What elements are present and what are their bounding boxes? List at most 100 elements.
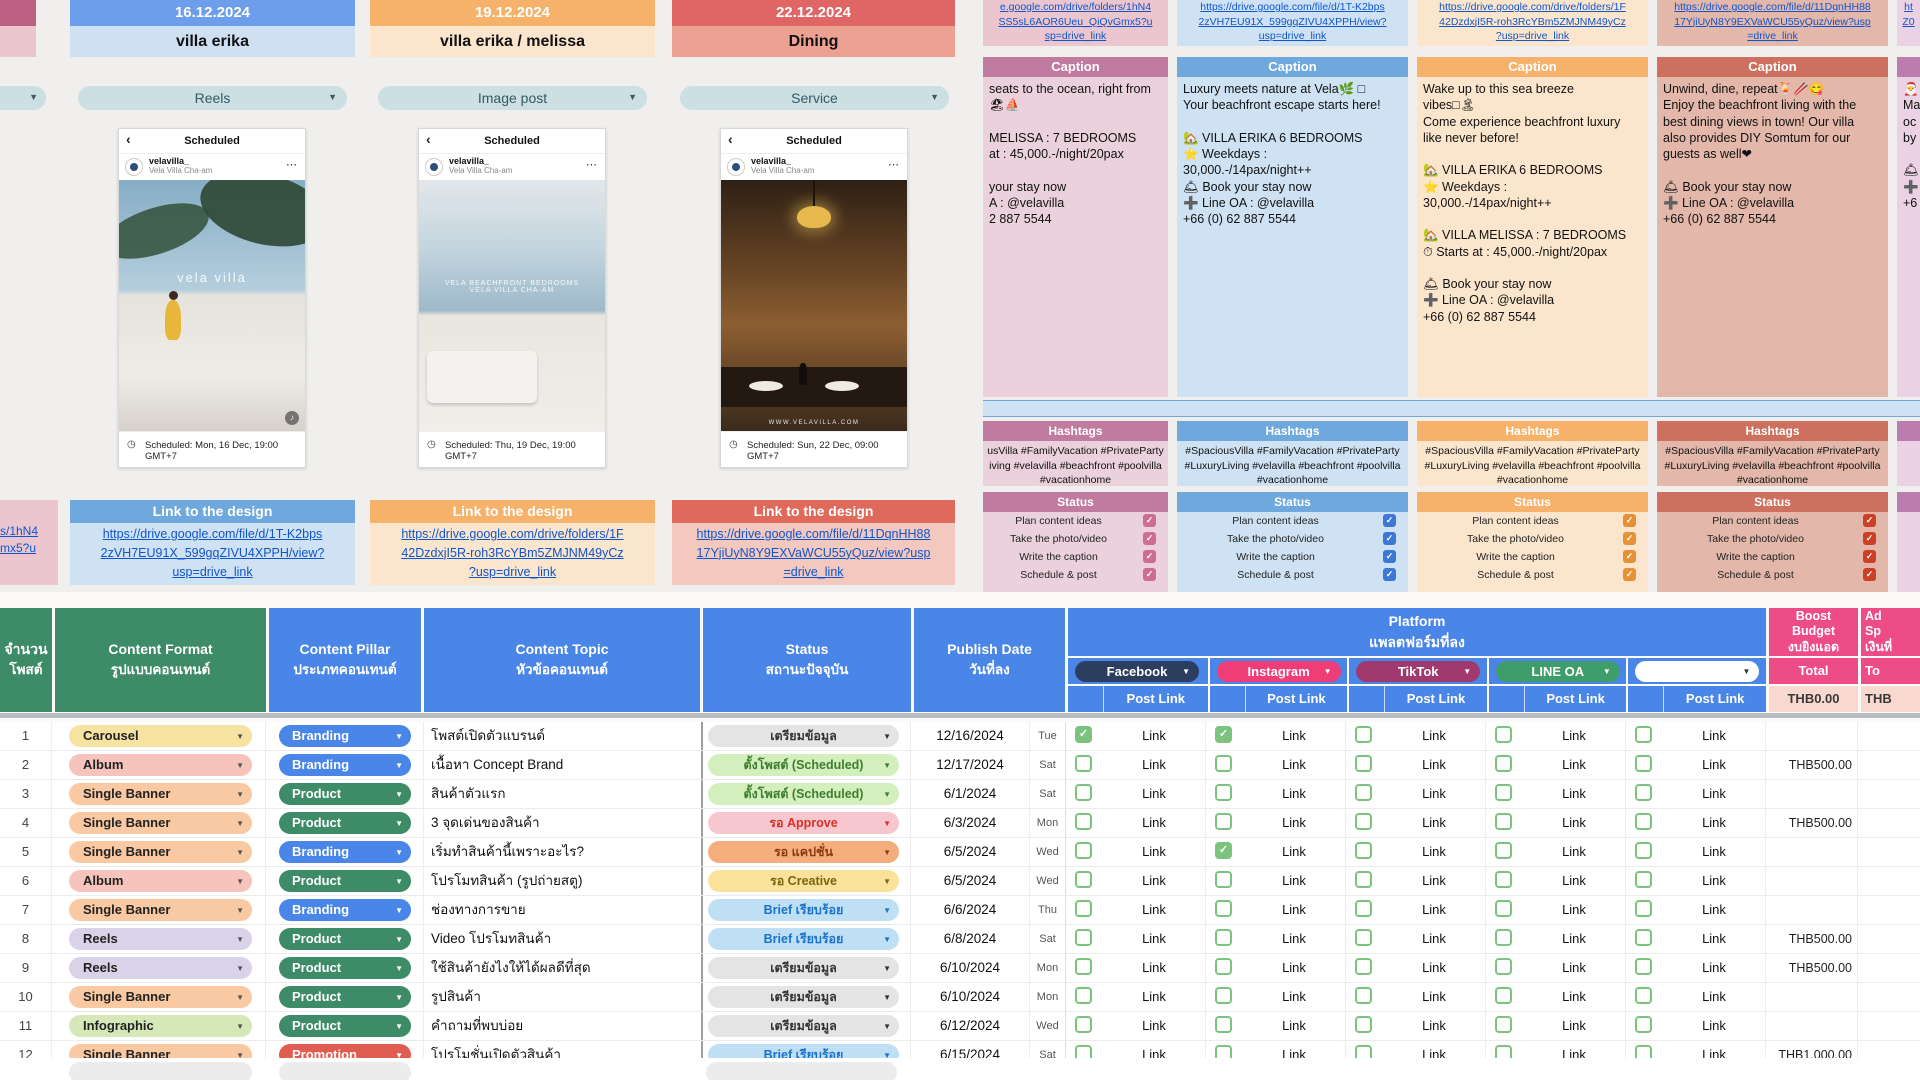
- post-preview-card[interactable]: ‹ Scheduled velavilla_ Vela Villa Cha-am…: [418, 128, 606, 468]
- tiktok-checkbox[interactable]: ✓: [1355, 929, 1372, 946]
- content-pillar-dropdown[interactable]: Branding ▼: [279, 754, 411, 776]
- line-oa-post-link[interactable]: Link: [1562, 931, 1586, 946]
- tiktok-post-link[interactable]: Link: [1422, 786, 1446, 801]
- checkbox-checked[interactable]: ✓: [1143, 532, 1156, 545]
- facebook-checkbox[interactable]: ✓: [1075, 813, 1092, 830]
- status-dropdown[interactable]: เตรียมข้อมูล ▼: [708, 725, 899, 747]
- more-icon[interactable]: ⋯: [586, 159, 598, 171]
- instagram-checkbox[interactable]: ✓: [1215, 784, 1232, 801]
- facebook-checkbox[interactable]: ✓: [1075, 929, 1092, 946]
- other-platform-checkbox[interactable]: ✓: [1635, 871, 1652, 888]
- status-dropdown[interactable]: Brief เรียบร้อย ▼: [708, 928, 899, 950]
- checkbox-checked[interactable]: ✓: [1863, 568, 1876, 581]
- back-icon[interactable]: ‹: [426, 131, 431, 147]
- line-oa-post-link[interactable]: Link: [1562, 844, 1586, 859]
- content-format-dropdown[interactable]: Album ▼: [69, 754, 252, 776]
- status-dropdown[interactable]: รอ Creative ▼: [708, 870, 899, 892]
- other-post-link[interactable]: Link: [1702, 728, 1726, 743]
- content-format-dropdown[interactable]: Reels ▼: [69, 957, 252, 979]
- audio-icon[interactable]: ♪: [285, 411, 299, 425]
- more-icon[interactable]: ⋯: [888, 159, 900, 171]
- facebook-post-link[interactable]: Link: [1142, 815, 1166, 830]
- status-dropdown[interactable]: เตรียมข้อมูล ▼: [708, 957, 899, 979]
- status-dropdown[interactable]: รอ แคปชั่น ▼: [708, 841, 899, 863]
- content-format-dropdown[interactable]: Reels ▼: [78, 86, 347, 110]
- platform-dropdown[interactable]: ▼: [1635, 661, 1760, 682]
- instagram-checkbox[interactable]: ✓: [1215, 871, 1232, 888]
- facebook-checkbox[interactable]: ✓: [1075, 784, 1092, 801]
- line-oa-checkbox[interactable]: ✓: [1495, 755, 1512, 772]
- tiktok-checkbox[interactable]: ✓: [1355, 813, 1372, 830]
- facebook-checkbox[interactable]: ✓: [1075, 871, 1092, 888]
- facebook-post-link[interactable]: Link: [1142, 931, 1166, 946]
- other-post-link[interactable]: Link: [1702, 902, 1726, 917]
- line-oa-post-link[interactable]: Link: [1562, 786, 1586, 801]
- facebook-post-link[interactable]: Link: [1142, 786, 1166, 801]
- tiktok-checkbox[interactable]: ✓: [1355, 726, 1372, 743]
- line-oa-post-link[interactable]: Link: [1562, 1018, 1586, 1033]
- tiktok-post-link[interactable]: Link: [1422, 1018, 1446, 1033]
- other-platform-checkbox[interactable]: ✓: [1635, 842, 1652, 859]
- facebook-post-link[interactable]: Link: [1142, 757, 1166, 772]
- content-pillar-dropdown[interactable]: Branding ▼: [279, 841, 411, 863]
- line-oa-post-link[interactable]: Link: [1562, 873, 1586, 888]
- content-format-dropdown[interactable]: Image post ▼: [378, 86, 647, 110]
- other-platform-checkbox[interactable]: ✓: [1635, 958, 1652, 975]
- content-format-dropdown[interactable]: Album ▼: [69, 870, 252, 892]
- content-pillar-dropdown[interactable]: Product ▼: [279, 986, 411, 1008]
- status-dropdown[interactable]: รอ Approve ▼: [708, 812, 899, 834]
- checkbox-checked[interactable]: ✓: [1143, 514, 1156, 527]
- platform-dropdown[interactable]: TikTok ▼: [1356, 661, 1481, 682]
- facebook-checkbox[interactable]: ✓: [1075, 958, 1092, 975]
- content-pillar-dropdown[interactable]: Branding ▼: [279, 725, 411, 747]
- facebook-post-link[interactable]: Link: [1142, 960, 1166, 975]
- other-post-link[interactable]: Link: [1702, 786, 1726, 801]
- line-oa-post-link[interactable]: Link: [1562, 728, 1586, 743]
- instagram-checkbox[interactable]: ✓: [1215, 987, 1232, 1004]
- instagram-post-link[interactable]: Link: [1282, 815, 1306, 830]
- tiktok-post-link[interactable]: Link: [1422, 844, 1446, 859]
- status-dropdown[interactable]: ตั้งโพสต์ (Scheduled) ▼: [708, 754, 899, 776]
- content-format-dropdown[interactable]: Single Banner ▼: [69, 986, 252, 1008]
- other-post-link[interactable]: Link: [1702, 1018, 1726, 1033]
- checkbox-checked[interactable]: ✓: [1383, 532, 1396, 545]
- tiktok-checkbox[interactable]: ✓: [1355, 871, 1372, 888]
- content-format-dropdown[interactable]: Single Banner ▼: [69, 783, 252, 805]
- status-dropdown[interactable]: Brief เรียบร้อย ▼: [708, 899, 899, 921]
- content-pillar-dropdown[interactable]: Branding ▼: [279, 899, 411, 921]
- drive-link[interactable]: https://drive.google.com/file/d/1T-K2bps…: [1177, 0, 1408, 46]
- checkbox-checked[interactable]: ✓: [1623, 550, 1636, 563]
- other-platform-checkbox[interactable]: ✓: [1635, 929, 1652, 946]
- status-dropdown[interactable]: เตรียมข้อมูล ▼: [708, 986, 899, 1008]
- checkbox-checked[interactable]: ✓: [1383, 550, 1396, 563]
- line-oa-post-link[interactable]: Link: [1562, 815, 1586, 830]
- facebook-checkbox[interactable]: ✓: [1075, 842, 1092, 859]
- tiktok-post-link[interactable]: Link: [1422, 902, 1446, 917]
- line-oa-post-link[interactable]: Link: [1562, 960, 1586, 975]
- facebook-checkbox[interactable]: ✓: [1075, 987, 1092, 1004]
- instagram-post-link[interactable]: Link: [1282, 1018, 1306, 1033]
- design-link[interactable]: https://drive.google.com/file/d/11DqnHH8…: [672, 523, 955, 585]
- other-platform-checkbox[interactable]: ✓: [1635, 784, 1652, 801]
- checkbox-checked[interactable]: ✓: [1383, 514, 1396, 527]
- drive-link[interactable]: e.google.com/drive/folders/1hN4 SS5sL6AO…: [983, 0, 1168, 46]
- design-link[interactable]: https://drive.google.com/file/d/1T-K2bps…: [70, 523, 355, 585]
- other-post-link[interactable]: Link: [1702, 815, 1726, 830]
- facebook-post-link[interactable]: Link: [1142, 989, 1166, 1004]
- facebook-checkbox[interactable]: ✓: [1075, 755, 1092, 772]
- other-platform-checkbox[interactable]: ✓: [1635, 987, 1652, 1004]
- content-format-dropdown[interactable]: Single Banner ▼: [69, 812, 252, 834]
- instagram-post-link[interactable]: Link: [1282, 786, 1306, 801]
- other-post-link[interactable]: Link: [1702, 989, 1726, 1004]
- status-dropdown[interactable]: เตรียมข้อมูล ▼: [708, 1015, 899, 1037]
- drive-link-partial[interactable]: ht Z0: [1897, 0, 1920, 46]
- platform-dropdown[interactable]: Instagram ▼: [1216, 661, 1341, 682]
- tiktok-checkbox[interactable]: ✓: [1355, 784, 1372, 801]
- instagram-post-link[interactable]: Link: [1282, 757, 1306, 772]
- checkbox-checked[interactable]: ✓: [1863, 532, 1876, 545]
- other-platform-checkbox[interactable]: ✓: [1635, 755, 1652, 772]
- other-platform-checkbox[interactable]: ✓: [1635, 813, 1652, 830]
- instagram-post-link[interactable]: Link: [1282, 989, 1306, 1004]
- line-oa-checkbox[interactable]: ✓: [1495, 958, 1512, 975]
- facebook-post-link[interactable]: Link: [1142, 844, 1166, 859]
